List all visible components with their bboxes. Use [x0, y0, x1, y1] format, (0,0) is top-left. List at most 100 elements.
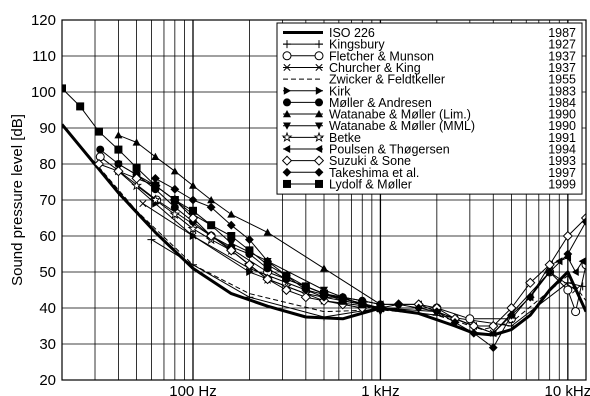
data-point	[170, 196, 179, 204]
data-point	[469, 328, 479, 338]
legend-entry: Suzuki & Sone 1993	[281, 154, 576, 168]
data-point	[507, 322, 516, 330]
data-point	[96, 145, 105, 154]
data-point	[563, 285, 573, 295]
data-point	[245, 235, 254, 244]
legend-label: Møller & Andresen	[329, 96, 432, 110]
y-tick-label: 120	[31, 12, 56, 29]
data-point	[315, 40, 323, 49]
data-point	[376, 304, 385, 312]
data-point	[95, 152, 105, 162]
data-point	[227, 240, 236, 248]
data-point	[227, 210, 236, 218]
data-point	[263, 228, 272, 236]
legend-entry: Watanabe & Møller (MML) 1990	[283, 119, 576, 133]
y-tick-label: 30	[39, 336, 56, 353]
data-point	[507, 310, 516, 320]
data-point	[189, 206, 197, 215]
data-point	[262, 274, 273, 285]
legend-year: 1987	[548, 26, 576, 40]
legend-entry: Takeshima et al. 1997	[282, 166, 576, 180]
y-tick-label: 90	[39, 120, 56, 137]
data-point	[571, 307, 581, 317]
data-point	[320, 264, 328, 272]
legend-entry: Poulsen & Thøgersen 1994	[283, 143, 576, 157]
data-point	[189, 232, 197, 240]
data-point	[314, 167, 324, 177]
y-tick-label: 100	[31, 84, 56, 101]
data-point	[488, 320, 499, 332]
data-point	[525, 292, 535, 302]
legend-box	[276, 22, 583, 195]
legend-year: 1994	[548, 143, 576, 157]
data-point	[281, 131, 293, 142]
data-point	[283, 145, 291, 153]
legend-label: Watanabe & Møller (MML)	[329, 119, 475, 133]
legend-year: 1983	[548, 84, 576, 98]
y-tick-label: 80	[39, 156, 56, 173]
data-point	[314, 51, 324, 61]
legend-label: Takeshima et al.	[329, 166, 419, 180]
data-point	[188, 195, 198, 205]
data-point	[263, 260, 272, 269]
y-tick-label: 40	[39, 300, 56, 317]
data-point	[283, 110, 291, 118]
data-point	[94, 127, 103, 136]
data-point	[76, 102, 85, 111]
y-tick-label: 50	[39, 264, 56, 281]
data-point	[187, 212, 199, 224]
legend-year: 1993	[548, 154, 576, 168]
data-point	[149, 194, 161, 205]
data-point	[151, 181, 160, 190]
legend-label: Churcher & King	[329, 61, 421, 75]
legend-label: Kirk	[329, 84, 351, 98]
series-takeshima-et-al-	[150, 174, 586, 352]
data-point	[300, 292, 311, 303]
data-point	[132, 138, 141, 146]
legend-year: 1955	[548, 73, 576, 87]
data-point	[283, 63, 291, 72]
data-point	[571, 268, 579, 276]
data-point	[283, 98, 291, 107]
data-point	[282, 51, 292, 61]
legend-year: 1937	[548, 49, 576, 63]
y-tick-label: 70	[39, 192, 56, 209]
data-point	[315, 179, 323, 188]
legend-year: 1990	[548, 108, 576, 122]
data-point	[114, 160, 123, 168]
data-point	[244, 259, 255, 270]
data-point	[246, 268, 254, 276]
data-point	[131, 179, 143, 191]
y-tick-label: 110	[32, 48, 56, 65]
legend-entry: Watanabe & Møller (Lim.) 1990	[283, 108, 576, 122]
legend-label: Kingsbury	[329, 38, 385, 52]
data-point	[315, 98, 323, 107]
y-axis-label: Sound pressure level [dB]	[9, 114, 26, 286]
data-point	[301, 282, 310, 291]
data-point	[189, 181, 197, 189]
legend-label: Fletcher & Munson	[329, 49, 434, 63]
data-point	[313, 131, 325, 142]
legend-year: 1984	[548, 96, 576, 110]
data-point	[315, 63, 323, 72]
legend-label: Zwicker & Feldtkeller	[329, 73, 445, 87]
series-line	[118, 134, 381, 305]
data-point	[581, 217, 586, 226]
data-point	[245, 293, 254, 302]
data-point	[207, 196, 216, 204]
legend-year: 1991	[548, 131, 576, 145]
data-point	[187, 223, 199, 234]
legend-year: 1927	[548, 38, 576, 52]
data-point	[226, 220, 236, 230]
x-tick-label: 1 kHz	[361, 383, 399, 396]
data-point	[578, 282, 586, 291]
data-point	[465, 314, 475, 324]
data-point	[207, 221, 216, 230]
data-point	[525, 277, 536, 288]
data-point	[394, 300, 403, 309]
legend-entry: Kirk 1983	[283, 84, 576, 98]
legend-label: ISO 226	[329, 26, 375, 40]
legend-entry: ISO 226 1987	[283, 26, 576, 40]
data-point	[338, 296, 347, 305]
